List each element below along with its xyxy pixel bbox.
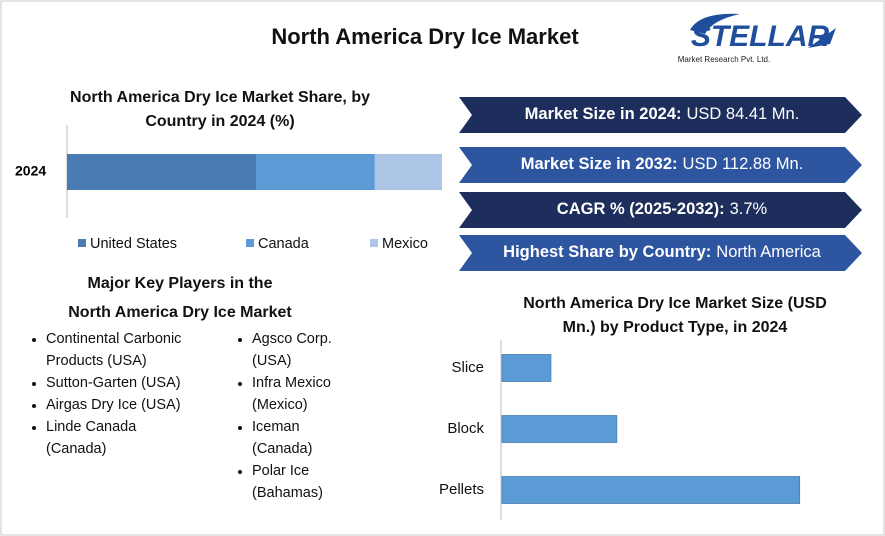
player-item: Agsco Corp. (USA) bbox=[252, 328, 358, 372]
legend-swatch bbox=[370, 239, 378, 247]
highlight-text: Market Size in 2032: USD 112.88 Mn. bbox=[521, 155, 804, 173]
player-item: Continental Carbonic Products (USA) bbox=[46, 328, 192, 372]
category-label: Block bbox=[447, 420, 484, 437]
highlight-text: Highest Share by Country: North America bbox=[503, 243, 821, 261]
bar-segment bbox=[374, 154, 442, 190]
bar-segment bbox=[67, 154, 256, 190]
highlight-label: Market Size in 2024: bbox=[525, 105, 682, 123]
bar bbox=[501, 476, 801, 504]
players-title: Major Key Players in the North America Dr… bbox=[68, 275, 292, 321]
highlight-label: Highest Share by Country: bbox=[503, 243, 711, 261]
player-item: Infra Mexico (Mexico) bbox=[252, 372, 358, 416]
highlight-label: Market Size in 2032: bbox=[521, 155, 678, 173]
legend-swatch bbox=[246, 239, 254, 247]
highlight-banner bbox=[459, 192, 862, 228]
logo-swoosh bbox=[690, 13, 740, 34]
player-item: Airgas Dry Ice (USA) bbox=[46, 394, 192, 416]
page-title: North America Dry Ice Market bbox=[271, 24, 579, 49]
legend-label: Mexico bbox=[382, 236, 428, 252]
highlight-value: North America bbox=[716, 243, 821, 261]
bar bbox=[501, 354, 552, 382]
logo-arrow bbox=[808, 28, 836, 48]
category-label: Pellets bbox=[439, 481, 484, 498]
highlight-text: CAGR % (2025-2032): 3.7% bbox=[557, 200, 768, 218]
player-item: Polar Ice (Bahamas) bbox=[252, 460, 358, 504]
player-item: Iceman (Canada) bbox=[252, 416, 358, 460]
logo-tagline: Market Research Pvt. Ltd. bbox=[678, 55, 770, 64]
highlight-banner bbox=[459, 97, 862, 133]
players-column: Continental Carbonic Products (USA)Sutto… bbox=[32, 328, 192, 460]
logo-name: STELLAR bbox=[691, 20, 830, 53]
player-item: Linde Canada (Canada) bbox=[46, 416, 192, 460]
players-column: Agsco Corp. (USA)Infra Mexico (Mexico)Ic… bbox=[238, 328, 358, 504]
highlight-value: USD 112.88 Mn. bbox=[683, 155, 804, 173]
bar bbox=[501, 415, 618, 443]
legend-label: United States bbox=[90, 236, 177, 252]
category-label: Slice bbox=[451, 359, 484, 376]
bar-segment bbox=[256, 154, 375, 190]
legend-swatch bbox=[78, 239, 86, 247]
legend-label: Canada bbox=[258, 236, 310, 252]
highlight-value: 3.7% bbox=[730, 200, 768, 218]
chart-title: North America Dry Ice Market Share, by Co… bbox=[70, 89, 370, 130]
chart-title: North America Dry Ice Market Size (USD Mn… bbox=[523, 295, 827, 336]
player-item: Sutton-Garten (USA) bbox=[46, 372, 192, 394]
highlight-label: CAGR % (2025-2032): bbox=[557, 200, 725, 218]
highlight-banner bbox=[459, 147, 862, 183]
category-label: 2024 bbox=[15, 163, 46, 179]
highlight-text: Market Size in 2024: USD 84.41 Mn. bbox=[525, 105, 800, 123]
highlight-value: USD 84.41 Mn. bbox=[687, 105, 800, 123]
highlight-banner bbox=[459, 235, 862, 271]
